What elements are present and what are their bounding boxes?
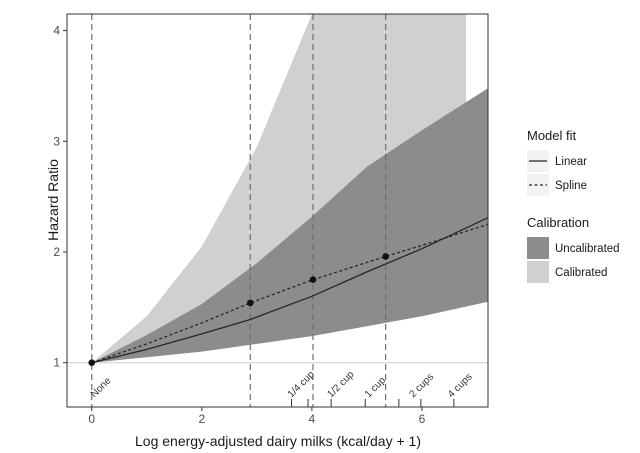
legend-label-0-0: Linear (555, 156, 587, 168)
annotation-label-3: 1 cup (363, 375, 388, 400)
legend-key-0-1 (527, 174, 549, 196)
x-axis-title: Log energy-adjusted dairy milks (kcal/da… (135, 433, 421, 449)
y-axis-title: Hazard Ratio (45, 159, 61, 241)
annotation-label-2: 1/2 cup (326, 369, 357, 400)
x-tick-label-4: 4 (309, 412, 316, 426)
annotation-label-0: None (89, 375, 114, 400)
legend-title-1: Calibration (527, 215, 589, 230)
legend-key-1-1 (527, 261, 549, 283)
plot-border (66, 13, 489, 408)
legend-key-1-0 (527, 237, 549, 259)
legend: Model fit Linear Spline Calibration Uncalibr… (527, 128, 620, 283)
legend-label-1-1: Calibrated (555, 267, 607, 279)
annotation-label-5: 4 cups (446, 372, 475, 401)
y-tick-label-1: 1 (53, 356, 60, 370)
y-tick-label-2: 2 (53, 245, 60, 259)
data-point-2 (309, 276, 317, 283)
axes: 0 2 4 6 1 2 3 4 (53, 13, 489, 426)
plot-area: None 1/4 cup 1/2 cup 1 cup 2 cups 4 cups (67, 14, 488, 407)
series-line-linear (91, 217, 488, 364)
legend-label-0-1: Spline (555, 180, 587, 192)
data-point-1 (246, 299, 254, 307)
annotation-label-4: 2 cups (407, 372, 436, 401)
band-uncalibrated (91, 88, 488, 363)
legend-label-1-0: Uncalibrated (555, 243, 620, 255)
plot-content (67, 14, 488, 407)
series-line-spline (91, 223, 488, 364)
x-tick-label-0: 0 (88, 412, 95, 426)
data-point-3 (382, 253, 389, 260)
y-tick-label-4: 4 (53, 24, 60, 38)
x-tick-label-2: 2 (198, 412, 205, 426)
y-tick-label-3: 3 (53, 134, 60, 148)
x-tick-label-6: 6 (419, 412, 426, 426)
data-point-0 (88, 359, 96, 367)
legend-title-0: Model fit (527, 128, 577, 143)
